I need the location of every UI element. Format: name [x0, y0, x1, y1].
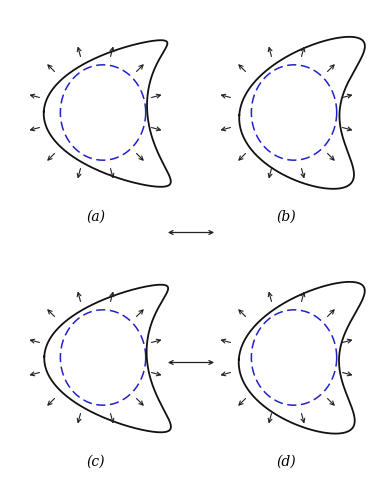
- Text: (b): (b): [277, 210, 296, 224]
- Text: (c): (c): [86, 455, 105, 469]
- Text: (d): (d): [277, 455, 296, 469]
- Text: (a): (a): [86, 210, 105, 224]
